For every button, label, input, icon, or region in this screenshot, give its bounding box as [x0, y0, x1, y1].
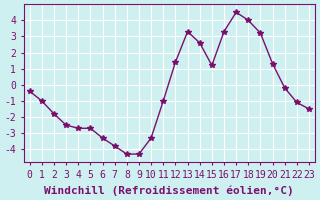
X-axis label: Windchill (Refroidissement éolien,°C): Windchill (Refroidissement éolien,°C): [44, 185, 294, 196]
